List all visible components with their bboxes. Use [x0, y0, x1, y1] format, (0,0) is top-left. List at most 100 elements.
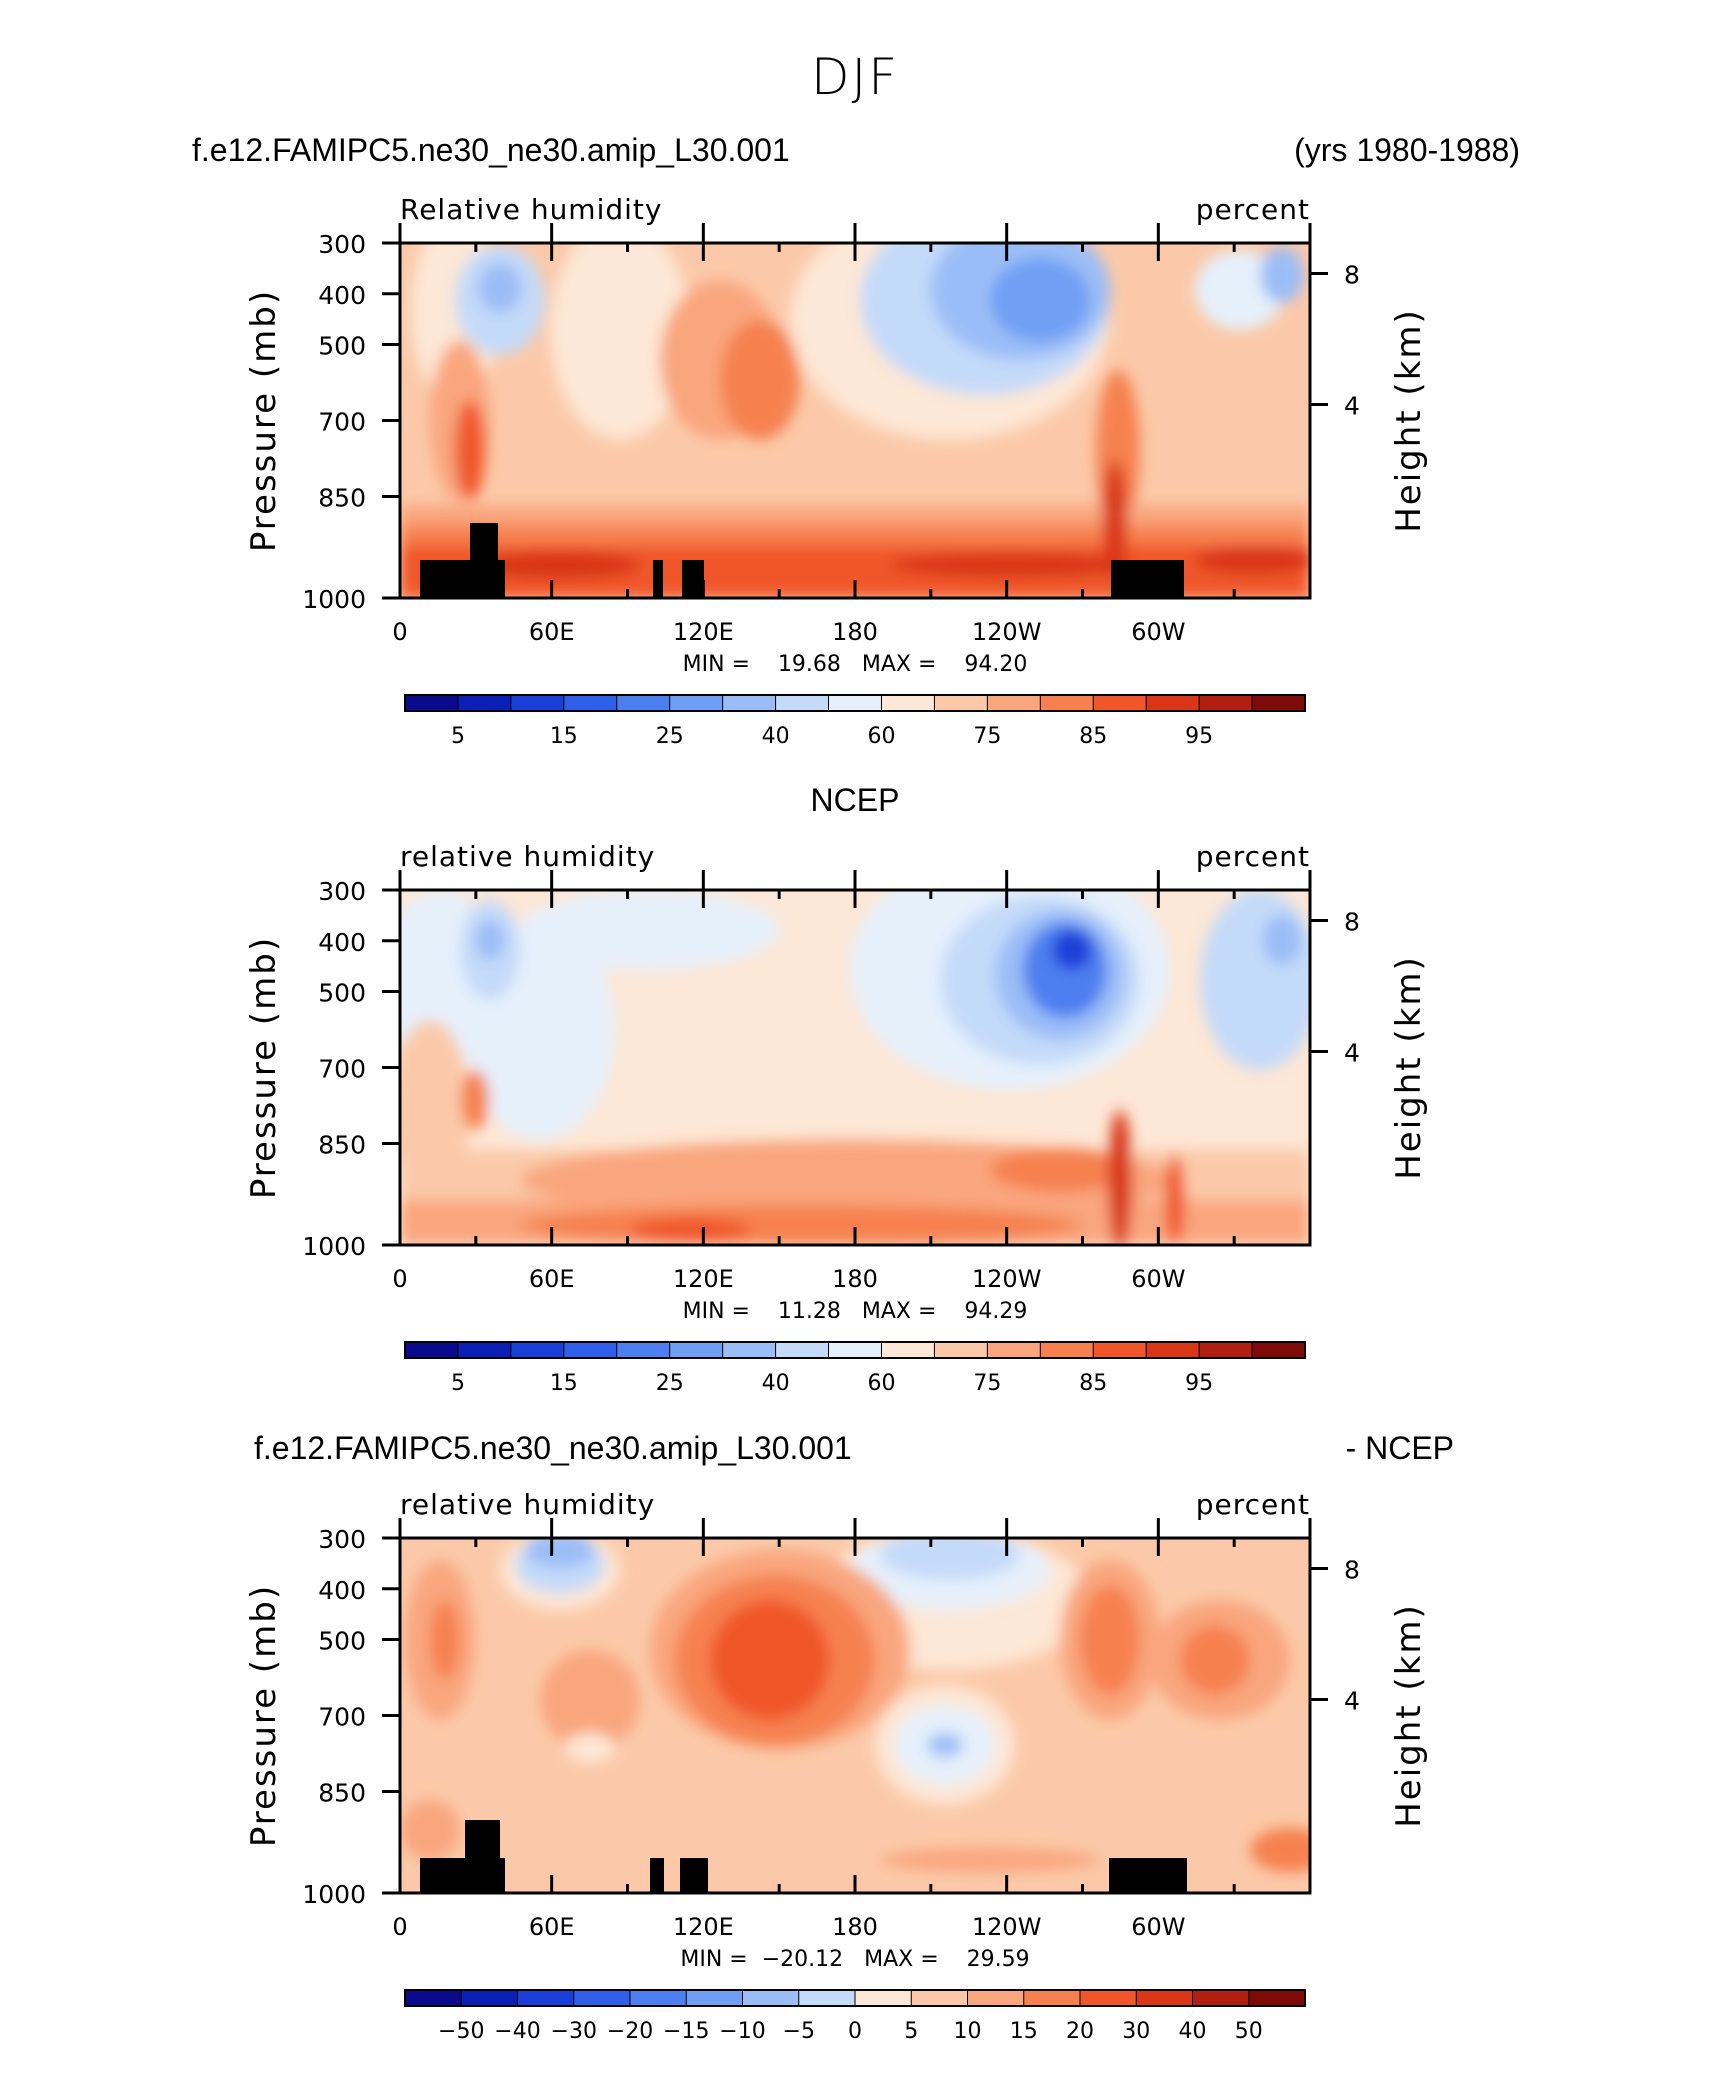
colorbar-swatch	[1198, 694, 1254, 712]
y2-tick-label: 4	[1344, 1687, 1360, 1716]
x-tick-label: 120E	[673, 618, 734, 646]
panel1-units: percent	[1196, 193, 1310, 226]
colorbar-swatch	[1248, 1989, 1306, 2007]
colorbar-label: 75	[973, 724, 1001, 749]
colorbar-swatch	[1092, 694, 1148, 712]
colorbar-swatch	[775, 694, 830, 712]
colorbar-swatch	[1251, 694, 1307, 712]
x-tick-label: 120E	[673, 1265, 734, 1293]
colorbar-swatch	[563, 1341, 618, 1359]
colorbar-swatch	[742, 1989, 800, 2007]
panel3-field	[400, 1538, 1310, 1893]
min-max-readout: MIN = 11.28 MAX = 94.29	[683, 1299, 1028, 1324]
colorbar-label: −50	[438, 2019, 484, 2044]
x-tick-label: 120W	[972, 1265, 1042, 1293]
y2-tick-label: 8	[1344, 261, 1360, 290]
colorbar-swatch	[669, 694, 724, 712]
colorbar-label: 95	[1185, 724, 1213, 749]
colorbar-swatch	[1023, 1989, 1081, 2007]
colorbar-frame	[404, 694, 1306, 712]
colorbar-label: 25	[656, 1371, 684, 1396]
y2-axis-label: Height (km)	[1389, 1603, 1429, 1828]
colorbar-frame	[404, 1341, 1306, 1359]
colorbar-label: 60	[867, 724, 895, 749]
y2-tick-label: 8	[1344, 1556, 1360, 1585]
x-tick-label: 0	[392, 618, 407, 646]
y-tick-label: 850	[318, 1778, 366, 1807]
colorbar-swatch	[404, 694, 459, 712]
colorbar-label: 15	[550, 724, 578, 749]
colorbar-label: 5	[451, 1371, 465, 1396]
colorbar-swatch	[629, 1989, 688, 2007]
panel1-header-left: f.e12.FAMIPC5.ne30_ne30.amip_L30.001	[192, 132, 790, 168]
x-tick-label: 180	[832, 618, 878, 646]
colorbar-swatch	[933, 1341, 989, 1359]
colorbar-swatch	[1145, 1341, 1201, 1359]
colorbar-swatch	[510, 1341, 565, 1359]
colorbar-label: 5	[904, 2019, 918, 2044]
colorbar-swatch	[880, 694, 936, 712]
x-tick-label: 60E	[529, 618, 575, 646]
colorbar-swatch	[775, 1341, 830, 1359]
colorbar-label: −5	[783, 2019, 815, 2044]
y-tick-label: 300	[318, 230, 366, 259]
y-tick-label: 700	[318, 1055, 366, 1084]
x-tick-label: 0	[392, 1913, 407, 1941]
colorbar-label: 30	[1122, 2019, 1150, 2044]
panel1-header-right: (yrs 1980-1988)	[1294, 132, 1520, 168]
colorbar-swatch	[1145, 694, 1201, 712]
panel3-header-right: - NCEP	[1345, 1430, 1454, 1466]
colorbar-swatch	[517, 1989, 575, 2007]
y2-tick-label: 4	[1344, 1039, 1360, 1068]
colorbar-swatch	[1198, 1341, 1254, 1359]
figure-title: DJF	[810, 48, 899, 106]
panel2-field	[400, 890, 1310, 1245]
min-max-readout: MIN = −20.12 MAX = 29.59	[680, 1947, 1029, 1972]
colorbar-label: 15	[1010, 2019, 1038, 2044]
colorbar-frame	[404, 1989, 1306, 2007]
y2-axis-label: Height (km)	[1389, 955, 1429, 1180]
colorbar-swatch	[828, 694, 883, 712]
y-tick-label: 1000	[302, 1880, 366, 1909]
colorbar-label: 40	[762, 1371, 790, 1396]
y-axis-label: Pressure (mb)	[244, 289, 284, 552]
colorbar-label: 40	[762, 724, 790, 749]
colorbar-swatch	[1092, 1341, 1148, 1359]
colorbar-label: −10	[719, 2019, 765, 2044]
colorbar-swatch	[722, 1341, 777, 1359]
colorbar-label: −40	[494, 2019, 540, 2044]
panel2-header-center: NCEP	[810, 782, 900, 818]
y-tick-label: 850	[318, 1130, 366, 1159]
x-tick-label: 180	[832, 1913, 878, 1941]
colorbar-swatch	[880, 1341, 936, 1359]
x-tick-label: 60E	[529, 1913, 575, 1941]
colorbar-swatch	[616, 1341, 671, 1359]
colorbar-swatch	[1192, 1989, 1250, 2007]
colorbar-label: 50	[1235, 2019, 1263, 2044]
y-tick-label: 850	[318, 483, 366, 512]
colorbar-swatch	[457, 694, 512, 712]
colorbar-label: 5	[451, 724, 465, 749]
y-tick-label: 400	[318, 1576, 366, 1605]
colorbar-swatch	[510, 694, 565, 712]
x-tick-label: 60W	[1131, 618, 1185, 646]
panel3-variable-label: relative humidity	[400, 1488, 655, 1521]
colorbar-label: 75	[973, 1371, 1001, 1396]
colorbar-label: 25	[656, 724, 684, 749]
colorbar-label: 95	[1185, 1371, 1213, 1396]
colorbar-label: −15	[663, 2019, 709, 2044]
panel2-units: percent	[1196, 840, 1310, 873]
colorbar-swatch	[685, 1989, 744, 2007]
colorbar-swatch	[1251, 1341, 1307, 1359]
x-tick-label: 120W	[972, 618, 1042, 646]
colorbar-swatch	[854, 1989, 913, 2007]
y2-tick-label: 8	[1344, 908, 1360, 937]
y2-tick-label: 4	[1344, 392, 1360, 421]
colorbar-swatch	[798, 1989, 856, 2007]
colorbar-swatch	[460, 1989, 519, 2007]
colorbar-swatch	[669, 1341, 724, 1359]
colorbar-label: 60	[867, 1371, 895, 1396]
colorbar-swatch	[1079, 1989, 1138, 2007]
colorbar-label: 0	[848, 2019, 862, 2044]
